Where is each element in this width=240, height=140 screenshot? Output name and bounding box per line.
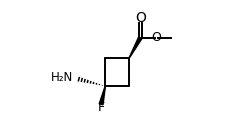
Polygon shape [129,37,142,58]
Text: O: O [135,11,146,25]
Text: H₂N: H₂N [51,71,73,84]
Polygon shape [99,86,105,105]
Text: F: F [98,101,105,114]
Text: O: O [151,31,161,44]
